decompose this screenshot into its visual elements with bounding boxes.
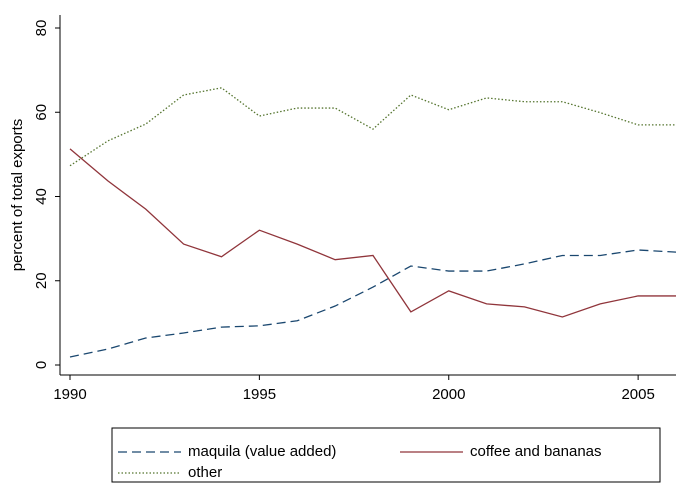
legend-box xyxy=(111,427,661,483)
legend-label: maquila (value added) xyxy=(188,443,336,460)
y-tick-label: 80 xyxy=(33,20,50,37)
y-axis-label: percent of total exports xyxy=(9,119,26,272)
y-tick-label: 20 xyxy=(33,272,50,289)
y-tick-label: 0 xyxy=(33,361,50,369)
legend-label: coffee and bananas xyxy=(470,443,602,460)
x-tick-label: 2005 xyxy=(621,386,654,403)
series-line xyxy=(69,249,676,358)
x-tick-label: 2000 xyxy=(432,386,465,403)
x-tick-label: 1990 xyxy=(53,386,86,403)
legend-label: other xyxy=(188,464,222,481)
y-tick-label: 60 xyxy=(33,104,50,121)
x-tick-label: 1995 xyxy=(243,386,276,403)
series-line xyxy=(69,87,676,167)
series-line xyxy=(69,148,676,318)
y-tick-label: 40 xyxy=(33,188,50,205)
